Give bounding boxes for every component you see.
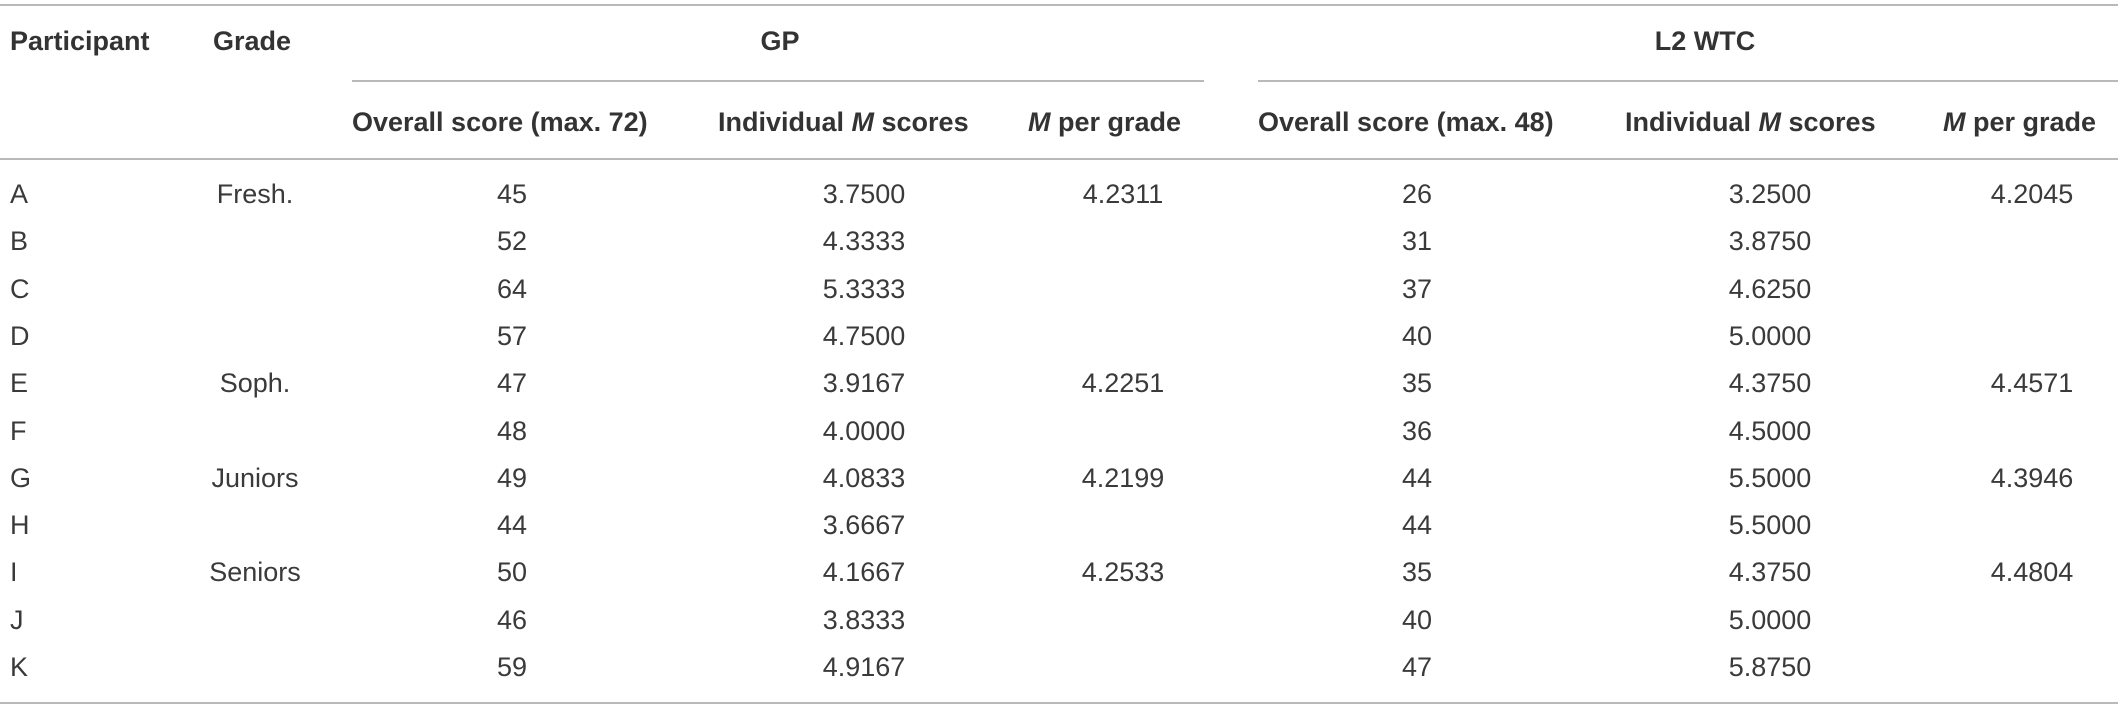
cell-gp-individual: 3.7500 bbox=[822, 179, 906, 209]
header-l2-pergrade-m: M bbox=[1943, 107, 1966, 137]
header-l2wtc: L2 WTC bbox=[1654, 26, 1756, 56]
cell-l2-overall: 36 bbox=[1401, 416, 1433, 446]
header-l2-pergrade-post: per grade bbox=[1965, 107, 2097, 137]
header-l2-individual: Individual M scores bbox=[1625, 106, 1876, 138]
cell-l2-overall: 35 bbox=[1401, 557, 1433, 587]
cell-gp-individual: 4.0000 bbox=[822, 416, 906, 446]
cell-gp-overall: 47 bbox=[496, 368, 528, 398]
header-l2-overall: Overall score (max. 48) bbox=[1258, 107, 1554, 137]
cell-l2-overall: 35 bbox=[1401, 368, 1433, 398]
cell-l2-pergrade: 4.4571 bbox=[1990, 368, 2074, 398]
cell-participant: G bbox=[10, 463, 32, 493]
cell-l2-overall: 40 bbox=[1401, 321, 1433, 351]
cell-gp-individual: 4.9167 bbox=[822, 652, 906, 682]
cell-l2-overall: 26 bbox=[1401, 179, 1433, 209]
cell-gp-overall: 44 bbox=[496, 510, 528, 540]
cell-gp-individual: 3.9167 bbox=[822, 368, 906, 398]
cell-grade: Juniors bbox=[211, 463, 299, 493]
cell-l2-pergrade: 4.3946 bbox=[1990, 463, 2074, 493]
header-l2-individual-post: scores bbox=[1781, 107, 1876, 137]
cell-participant: J bbox=[10, 605, 24, 635]
cell-gp-pergrade: 4.2311 bbox=[1082, 179, 1164, 209]
header-gp-overall: Overall score (max. 72) bbox=[352, 107, 648, 137]
cell-gp-overall: 49 bbox=[496, 463, 528, 493]
cell-l2-individual: 3.8750 bbox=[1728, 226, 1812, 256]
cell-l2-individual: 3.2500 bbox=[1728, 179, 1812, 209]
cell-gp-overall: 46 bbox=[496, 605, 528, 635]
cell-participant: K bbox=[10, 652, 29, 682]
cell-l2-individual: 4.5000 bbox=[1728, 416, 1812, 446]
header-l2-pergrade: M per grade bbox=[1943, 106, 2096, 138]
cell-gp-pergrade: 4.2251 bbox=[1081, 368, 1165, 398]
cell-participant: F bbox=[10, 416, 27, 446]
bottom-rule bbox=[0, 702, 2118, 704]
header-l2-individual-pre: Individual bbox=[1625, 107, 1759, 137]
header-gp-pergrade-post: per grade bbox=[1050, 107, 1182, 137]
cell-gp-individual: 4.7500 bbox=[822, 321, 906, 351]
cell-l2-individual: 5.5000 bbox=[1728, 463, 1812, 493]
header-gp: GP bbox=[760, 26, 800, 56]
cell-participant: E bbox=[10, 368, 29, 398]
cell-gp-overall: 50 bbox=[496, 557, 528, 587]
cell-gp-overall: 45 bbox=[496, 179, 528, 209]
cell-l2-pergrade: 4.4804 bbox=[1990, 557, 2074, 587]
cell-l2-individual: 4.3750 bbox=[1728, 368, 1812, 398]
cell-l2-overall: 40 bbox=[1401, 605, 1433, 635]
cell-gp-individual: 5.3333 bbox=[822, 274, 906, 304]
cell-participant: B bbox=[10, 226, 29, 256]
cell-l2-individual: 5.5000 bbox=[1728, 510, 1812, 540]
cell-participant: H bbox=[10, 510, 30, 540]
header-bottom-rule bbox=[0, 158, 2118, 160]
cell-gp-individual: 4.0833 bbox=[822, 463, 906, 493]
cell-l2-individual: 5.0000 bbox=[1728, 321, 1812, 351]
cell-participant: A bbox=[10, 179, 29, 209]
cell-l2-individual: 5.0000 bbox=[1728, 605, 1812, 635]
cell-gp-individual: 4.3333 bbox=[822, 226, 906, 256]
cell-participant: I bbox=[10, 557, 18, 587]
cell-l2-individual: 4.3750 bbox=[1728, 557, 1812, 587]
cell-l2-overall: 31 bbox=[1401, 226, 1433, 256]
cell-gp-individual: 3.6667 bbox=[822, 510, 906, 540]
l2wtc-group-rule bbox=[1258, 80, 2118, 82]
cell-l2-overall: 47 bbox=[1401, 652, 1433, 682]
cell-l2-overall: 44 bbox=[1401, 463, 1433, 493]
cell-participant: D bbox=[10, 321, 30, 351]
cell-gp-individual: 4.1667 bbox=[822, 557, 906, 587]
cell-gp-overall: 57 bbox=[496, 321, 528, 351]
cell-gp-overall: 48 bbox=[496, 416, 528, 446]
cell-gp-overall: 59 bbox=[496, 652, 528, 682]
cell-gp-overall: 52 bbox=[496, 226, 528, 256]
header-gp-individual-post: scores bbox=[874, 107, 969, 137]
cell-gp-overall: 64 bbox=[496, 274, 528, 304]
cell-l2-overall: 37 bbox=[1401, 274, 1433, 304]
cell-l2-individual: 4.6250 bbox=[1728, 274, 1812, 304]
header-gp-pergrade: M per grade bbox=[1028, 106, 1181, 138]
top-rule bbox=[0, 4, 2118, 6]
header-gp-individual-pre: Individual bbox=[718, 107, 852, 137]
cell-grade: Seniors bbox=[209, 557, 301, 587]
header-gp-individual-m: M bbox=[851, 107, 875, 137]
cell-gp-individual: 3.8333 bbox=[822, 605, 906, 635]
cell-participant: C bbox=[10, 274, 30, 304]
cell-l2-individual: 5.8750 bbox=[1728, 652, 1812, 682]
cell-gp-pergrade: 4.2533 bbox=[1081, 557, 1165, 587]
header-gp-pergrade-m: M bbox=[1028, 107, 1051, 137]
gp-group-rule bbox=[352, 80, 1204, 82]
header-gp-individual: Individual M scores bbox=[718, 106, 969, 138]
cell-l2-pergrade: 4.2045 bbox=[1990, 179, 2074, 209]
cell-grade: Soph. bbox=[219, 368, 291, 398]
cell-grade: Fresh. bbox=[216, 179, 294, 209]
cell-l2-overall: 44 bbox=[1401, 510, 1433, 540]
header-grade: Grade bbox=[213, 26, 292, 56]
header-participant: Participant bbox=[10, 26, 150, 56]
cell-gp-pergrade: 4.2199 bbox=[1081, 463, 1165, 493]
header-l2-individual-m: M bbox=[1758, 107, 1782, 137]
